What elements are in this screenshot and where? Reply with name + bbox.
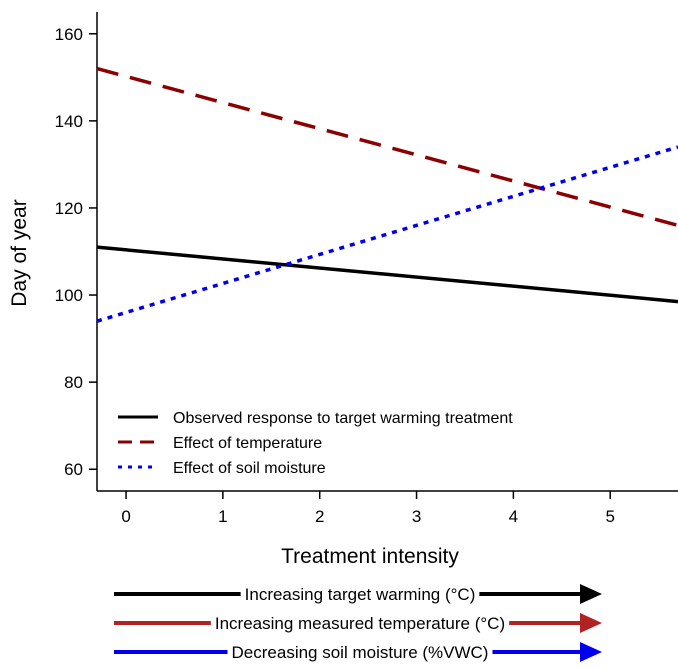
treatment-arrows: Increasing target warming (°C) Increasing…	[114, 584, 602, 662]
y-tick-label: 80	[64, 373, 83, 392]
series-line-1	[96, 245, 678, 304]
legend-label-3: Effect of soil moisture	[173, 460, 326, 477]
series-line-3	[96, 145, 678, 323]
arrow-label-2: Increasing measured temperature (°C)	[215, 614, 505, 633]
series-line-2	[96, 66, 678, 228]
arrow-label-1: Increasing target warming (°C)	[245, 585, 476, 604]
x-tick-label: 4	[509, 507, 518, 526]
y-tick-label: 120	[55, 199, 83, 218]
y-tick-label: 60	[64, 460, 83, 479]
arrow-head-2	[580, 613, 602, 633]
arrow-head-3	[580, 642, 602, 662]
y-tick-label: 160	[55, 25, 83, 44]
series-lines	[96, 66, 678, 323]
legend: Observed response to target warming trea…	[118, 410, 513, 477]
y-tick-label: 140	[55, 112, 83, 131]
legend-label-1: Observed response to target warming trea…	[173, 410, 513, 427]
y-tick-label: 100	[55, 286, 83, 305]
x-tick-label: 1	[218, 507, 227, 526]
arrow-label-3: Decreasing soil moisture (%VWC)	[232, 643, 489, 662]
x-axis-title: Treatment intensity	[281, 545, 459, 568]
y-axis-title: Day of year	[8, 199, 31, 306]
arrow-head-1	[580, 584, 602, 604]
x-tick-label: 3	[412, 507, 421, 526]
axes: 60 80 100 120 140 160 0 1 2 3 4 5	[55, 12, 678, 526]
x-tick-label: 5	[605, 507, 614, 526]
x-tick-label: 0	[121, 507, 130, 526]
x-tick-label: 2	[315, 507, 324, 526]
legend-label-2: Effect of temperature	[173, 435, 322, 452]
